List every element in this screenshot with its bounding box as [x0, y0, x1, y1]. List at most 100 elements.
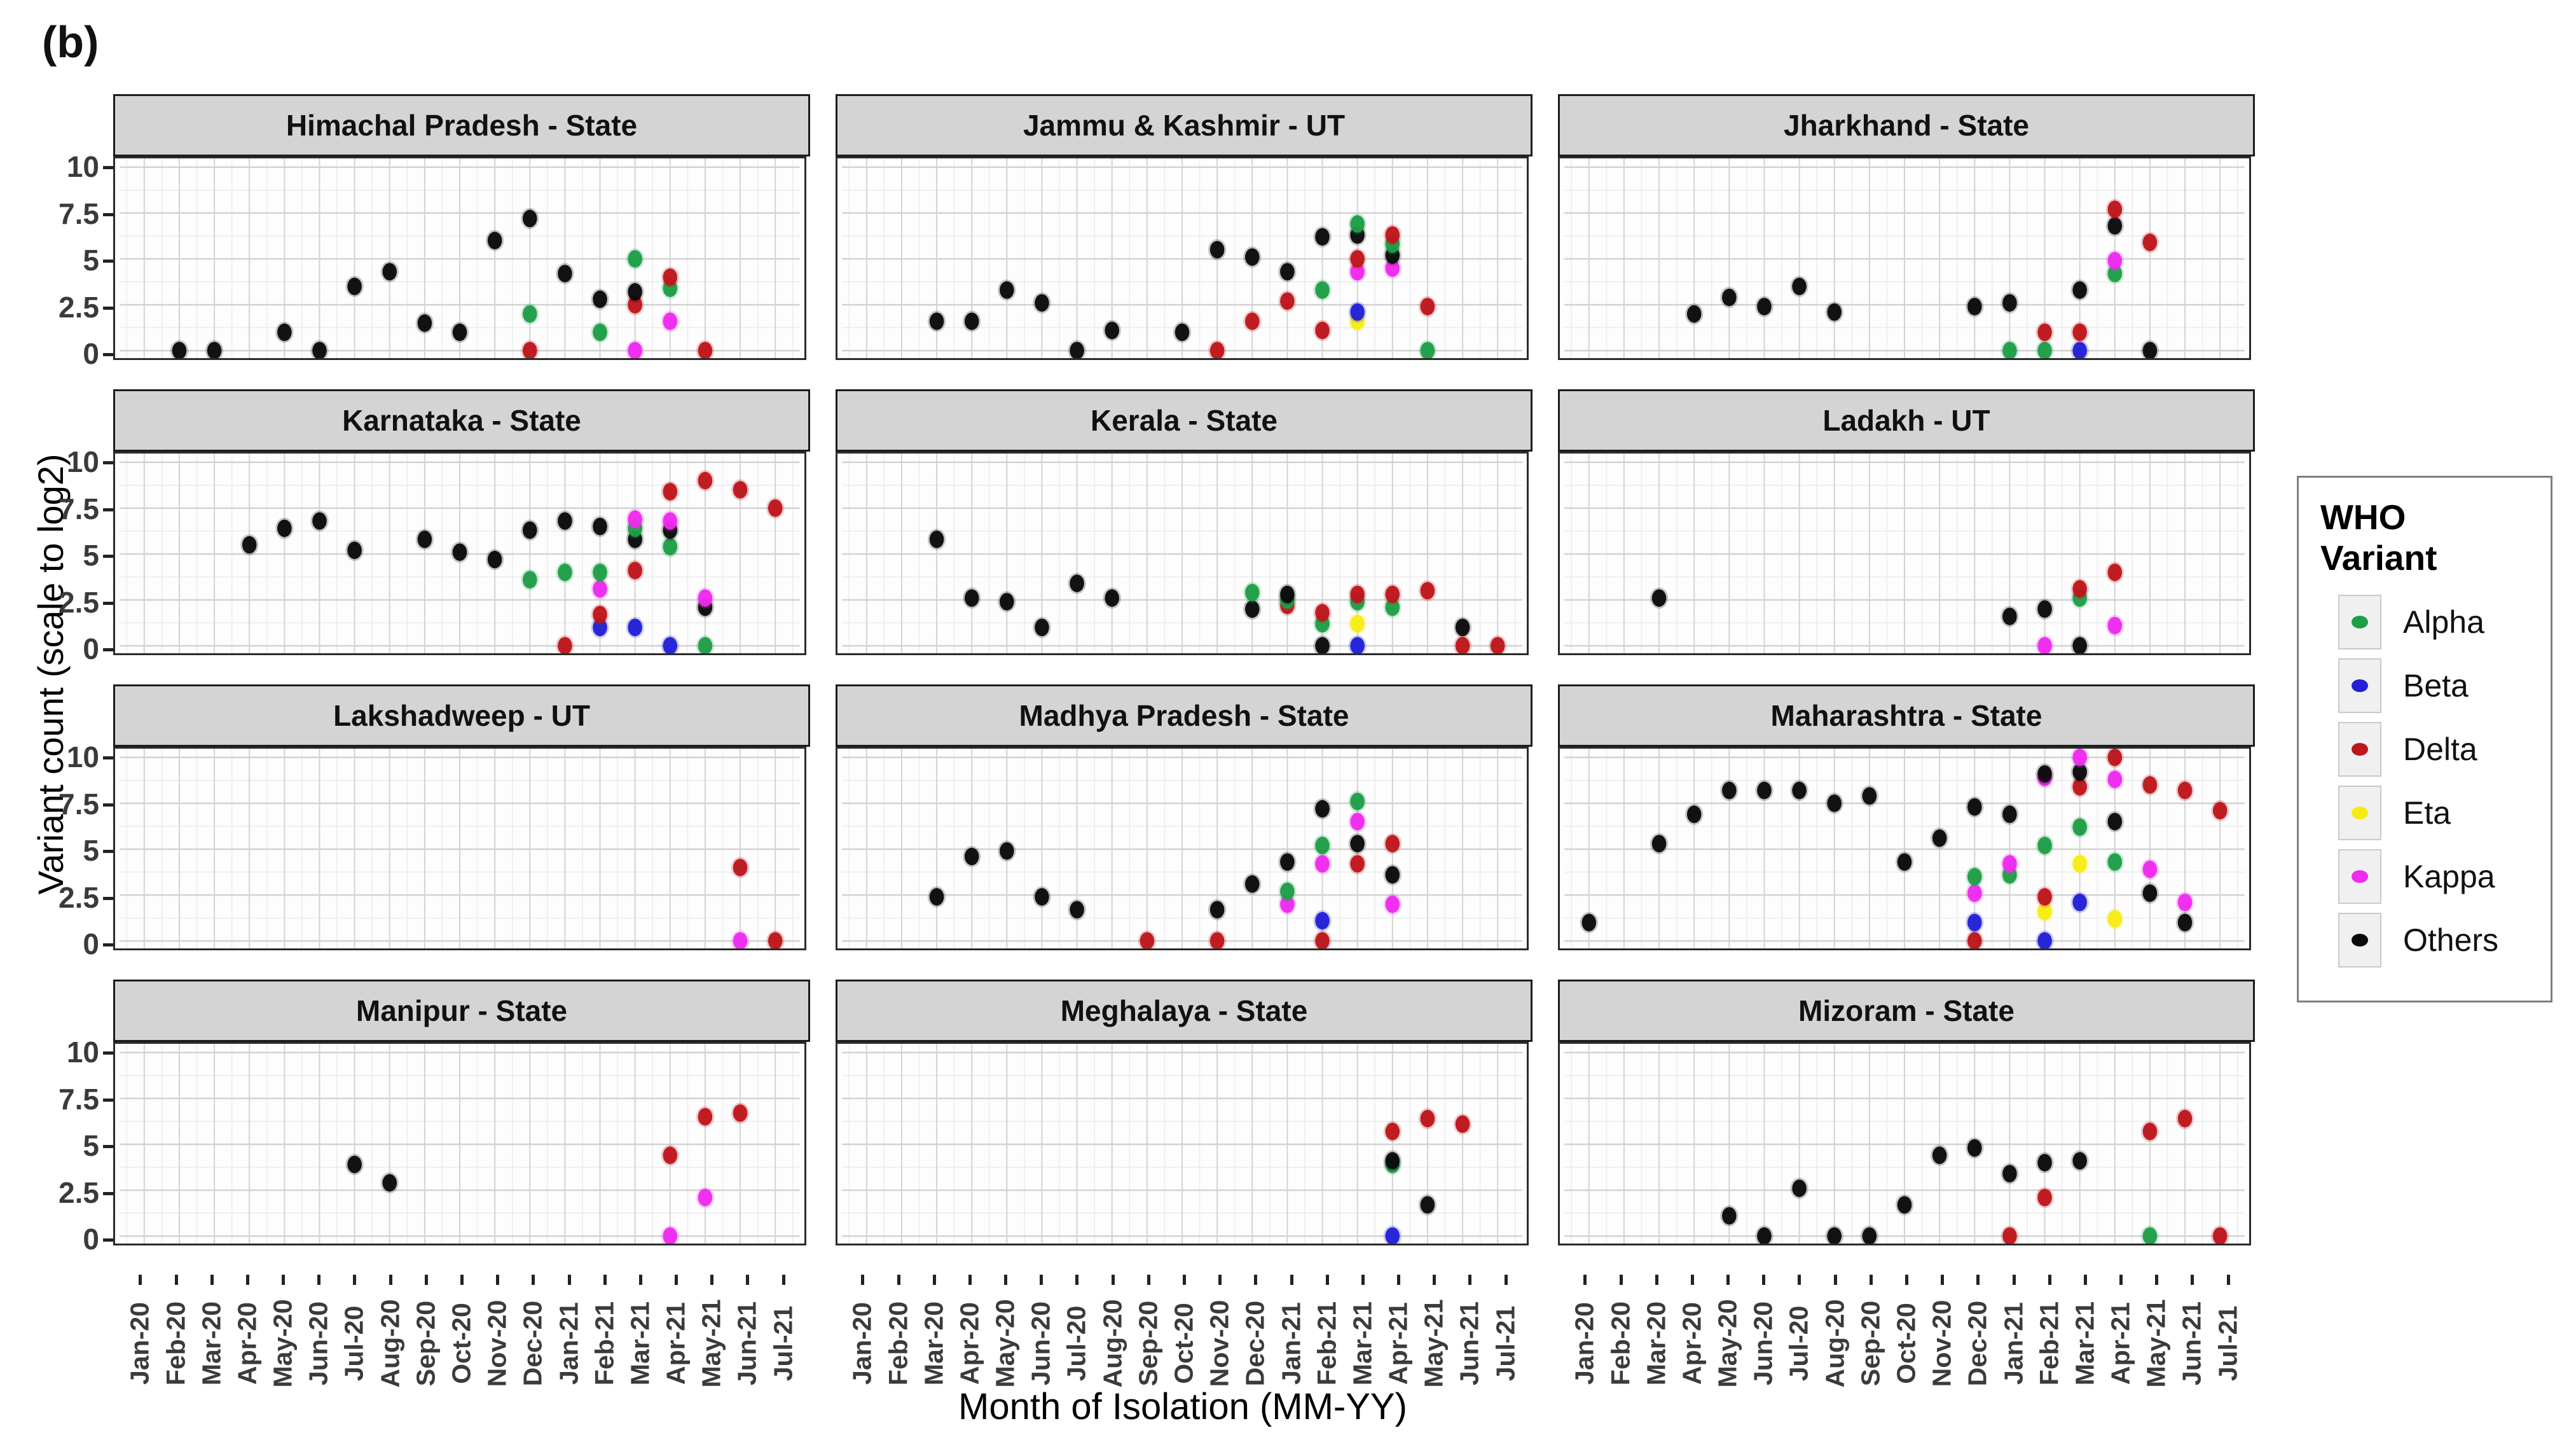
x-tick-mark: [1726, 1275, 1730, 1285]
data-point: [1455, 618, 1470, 637]
x-tick-label: Apr-20: [1677, 1302, 1707, 1385]
x-tick-mark: [353, 1275, 357, 1285]
x-tick-mark: [1798, 1275, 1801, 1285]
data-point: [768, 499, 783, 517]
data-point: [663, 483, 678, 501]
data-point: [522, 305, 537, 323]
data-point: [929, 530, 944, 548]
x-tick-label: Mar-20: [919, 1301, 949, 1386]
x-tick-label: Nov-20: [482, 1300, 512, 1387]
x-tick-label: Jan-20: [847, 1302, 877, 1385]
x-tick-mark: [1111, 1275, 1115, 1285]
data-point: [2037, 1188, 2052, 1207]
y-tick-mark: [103, 461, 113, 464]
x-tick-label: Dec-20: [518, 1300, 548, 1387]
x-tick-label: Nov-20: [1204, 1300, 1234, 1387]
data-point: [558, 512, 572, 530]
data-point: [628, 296, 642, 314]
data-point: [1315, 228, 1330, 246]
facet-title: Kerala - State: [836, 389, 1533, 452]
data-point: [1385, 598, 1400, 616]
data-point: [2142, 1123, 2158, 1140]
data-point: [1385, 1123, 1400, 1140]
facet: Madhya Pradesh - State: [836, 684, 1533, 950]
x-tick-mark: [245, 1275, 249, 1285]
data-point: [1862, 787, 1877, 805]
x-tick-mark: [710, 1275, 714, 1285]
x-tick-label: Mar-21: [1347, 1301, 1377, 1386]
data-point: [452, 543, 467, 561]
y-tick-label: 5: [83, 1129, 99, 1162]
data-point: [663, 537, 678, 556]
x-axis-labels-col: Jan-20 Feb-20 Mar-20 Apr-20 May-20 Jun-20 Jul-…: [1558, 1275, 2255, 1399]
y-tick-mark: [103, 555, 113, 558]
data-point: [1490, 637, 1505, 653]
data-point: [2142, 233, 2158, 251]
data-point: [1174, 323, 1190, 342]
x-tick-label: Nov-20: [1927, 1300, 1957, 1387]
y-tick-label: 0: [83, 337, 99, 370]
data-point: [1967, 913, 1982, 932]
y-axis-ticks: 0 2.5 5 7.5 10: [52, 980, 113, 1256]
y-tick-label: 2.5: [59, 290, 99, 324]
data-point: [1420, 342, 1435, 358]
data-point: [2002, 294, 2017, 312]
data-point: [593, 323, 607, 342]
x-tick-label: Apr-20: [232, 1302, 262, 1385]
data-point: [1350, 585, 1365, 604]
x-tick-label: Sep-20: [1856, 1300, 1885, 1387]
alpha-dot-icon: [2352, 616, 2368, 628]
x-tick-label: Mar-21: [625, 1301, 655, 1386]
data-point: [768, 932, 783, 948]
others-dot-icon: [2352, 934, 2368, 946]
data-point: [2107, 252, 2123, 270]
facet-grid: 0 2.5 5 7.5 10 Himachal Pradesh - State Jammu …: [52, 94, 2255, 1399]
facet-panel: [1558, 156, 2251, 360]
facet: Himachal Pradesh - State: [113, 94, 810, 360]
x-tick-label: Jul-20: [1784, 1305, 1814, 1382]
data-point: [2072, 855, 2087, 873]
facet-row: 0 2.5 5 7.5 10 Himachal Pradesh - State Jammu …: [52, 94, 2255, 370]
data-point: [2107, 853, 2123, 871]
data-point: [2037, 1154, 2052, 1172]
y-axis-ticks: 0 2.5 5 7.5 10: [52, 94, 113, 370]
data-point: [487, 232, 502, 249]
facet: Manipur - State: [113, 980, 810, 1245]
data-point: [1827, 794, 1842, 812]
x-tick-label: Jun-21: [1454, 1301, 1484, 1386]
facet-panel: [836, 156, 1529, 360]
data-points: [927, 213, 1437, 358]
data-point: [2072, 1152, 2087, 1170]
data-point: [2002, 1227, 2017, 1244]
data-point: [1792, 1179, 1807, 1197]
data-point: [1244, 875, 1260, 893]
data-point: [663, 1146, 678, 1165]
data-points: [1650, 562, 2125, 653]
data-point: [663, 268, 678, 286]
facet-title: Madhya Pradesh - State: [836, 684, 1533, 747]
x-tick-mark: [638, 1275, 642, 1285]
data-point: [1350, 855, 1365, 873]
data-point: [698, 589, 713, 607]
legend-key-swatch: [2338, 658, 2381, 713]
data-point: [2142, 776, 2158, 794]
data-point: [1000, 281, 1014, 299]
x-tick-mark: [1976, 1275, 1980, 1285]
x-tick-label: May-20: [990, 1299, 1020, 1388]
data-point: [698, 342, 713, 358]
y-tick-mark: [103, 212, 113, 216]
data-point: [1209, 901, 1225, 919]
y-tick-mark: [103, 850, 113, 853]
x-tick-label: Aug-20: [1098, 1299, 1127, 1388]
x-axis-labels-col: Jan-20 Feb-20 Mar-20 Apr-20 May-20 Jun-20 Jul-…: [836, 1275, 1533, 1399]
data-point: [2212, 801, 2228, 820]
data-point: [1350, 250, 1365, 268]
y-tick-mark: [103, 1145, 113, 1148]
x-tick-mark: [675, 1275, 678, 1285]
data-point: [1897, 853, 1912, 871]
data-point: [1722, 781, 1737, 800]
x-tick-label: Feb-21: [2034, 1301, 2064, 1386]
data-point: [1070, 901, 1084, 919]
data-point: [558, 564, 572, 581]
